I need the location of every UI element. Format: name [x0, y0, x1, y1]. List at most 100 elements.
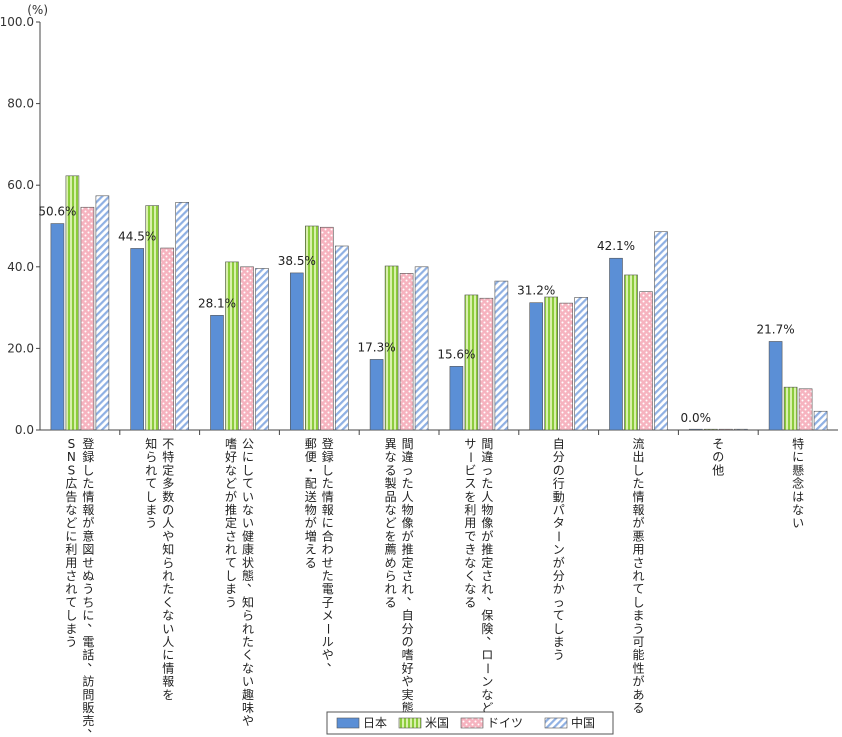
bar-中国 [175, 202, 189, 431]
svg-text:健: 健 [242, 529, 254, 543]
svg-text:た: た [402, 477, 414, 491]
svg-text:数: 数 [162, 489, 174, 504]
svg-text:な: な [481, 688, 493, 702]
svg-text:薦: 薦 [385, 543, 397, 557]
bar-日本 [688, 428, 703, 431]
svg-text:売: 売 [82, 713, 94, 728]
svg-text:パ: パ [553, 503, 565, 517]
svg-text:不: 不 [162, 437, 174, 451]
svg-text:る: る [385, 595, 397, 609]
svg-text:ち: ち [82, 595, 94, 609]
svg-text:の: の [553, 463, 565, 477]
svg-text:用: 用 [65, 556, 77, 570]
svg-text:メ: メ [322, 609, 334, 623]
svg-text:情: 情 [322, 490, 334, 504]
svg-text:報: 報 [162, 675, 174, 689]
svg-text:実: 実 [402, 687, 414, 702]
svg-text:が: が [305, 515, 317, 530]
svg-text:推: 推 [402, 543, 414, 557]
svg-text:が: が [632, 674, 644, 689]
svg-text:問: 問 [82, 688, 94, 702]
legend-swatch-ドイツ [460, 717, 484, 729]
bar-中国 [574, 297, 589, 431]
svg-text:く: く [162, 595, 174, 609]
data-label: 28.1% [198, 296, 236, 310]
svg-text:郵: 郵 [305, 437, 317, 451]
bar-中国 [654, 231, 668, 431]
svg-text:人: 人 [162, 635, 174, 649]
svg-text:情: 情 [632, 490, 644, 504]
legend-swatch-米国 [398, 717, 422, 729]
svg-text:に: に [792, 450, 804, 464]
svg-text:図: 図 [82, 543, 94, 557]
svg-text:報: 報 [632, 503, 644, 517]
svg-text:ー: ー [552, 530, 566, 542]
svg-text:し: し [82, 463, 94, 477]
data-label: 21.7% [757, 322, 795, 336]
svg-text:特: 特 [792, 436, 804, 451]
svg-text:な: な [464, 582, 476, 596]
svg-text:い: い [242, 516, 254, 530]
bar-ドイツ [559, 302, 574, 431]
data-label: 44.5% [118, 229, 156, 243]
legend-label: 米国 [425, 716, 449, 730]
svg-text:ど: ど [385, 516, 397, 530]
svg-text:う: う [632, 622, 644, 636]
svg-text:れ: れ [481, 582, 493, 596]
svg-text:自: 自 [402, 609, 414, 623]
svg-text:の: の [162, 503, 174, 517]
svg-text:に: に [322, 516, 334, 530]
bar-中国 [334, 245, 349, 431]
svg-text:な: な [65, 503, 77, 517]
svg-text:は: は [792, 490, 804, 504]
svg-text:・: ・ [305, 463, 317, 477]
svg-text:れ: れ [225, 543, 237, 557]
svg-text:ン: ン [481, 675, 493, 689]
bar-ドイツ [240, 266, 254, 431]
svg-text:ら: ら [145, 450, 157, 464]
legend: 日本 米国 ドイツ 中国 [326, 711, 614, 735]
bar-日本 [369, 359, 384, 431]
svg-text:が: が [225, 489, 237, 504]
svg-text:像: 像 [481, 516, 493, 530]
bar-ドイツ [479, 297, 494, 431]
svg-text:嗜: 嗜 [402, 648, 414, 662]
y-tick-label: 20.0 [7, 341, 34, 355]
svg-text:定: 定 [481, 555, 493, 570]
svg-text:か: か [553, 582, 565, 596]
svg-text:ー: ー [463, 451, 477, 463]
svg-text:保: 保 [481, 609, 493, 623]
svg-text:、: 、 [486, 628, 498, 642]
svg-text:サ: サ [464, 437, 476, 451]
data-label: 38.5% [278, 254, 316, 268]
svg-text:像: 像 [402, 516, 414, 530]
svg-text:て: て [242, 477, 254, 491]
svg-text:な: な [385, 450, 397, 464]
svg-text:訪: 訪 [82, 674, 94, 689]
svg-text:知: 知 [242, 595, 254, 609]
svg-text:や: や [242, 714, 254, 728]
svg-text:い: い [242, 490, 254, 504]
svg-text:に: に [162, 648, 174, 662]
svg-text:告: 告 [65, 490, 77, 504]
svg-text:っ: っ [481, 463, 493, 477]
svg-text:て: て [225, 556, 237, 570]
svg-text:康: 康 [242, 542, 254, 557]
svg-text:間: 間 [402, 437, 414, 451]
svg-text:ど: ど [225, 477, 237, 491]
bar-日本 [130, 248, 144, 431]
svg-text:、: 、 [87, 654, 99, 668]
svg-text:に: に [242, 450, 254, 464]
svg-text:う: う [145, 516, 157, 530]
svg-text:な: な [162, 609, 174, 623]
svg-text:に: に [82, 609, 94, 623]
svg-text:し: し [632, 595, 644, 609]
svg-text:話: 話 [82, 647, 94, 662]
bar-ドイツ [319, 226, 334, 431]
svg-text:間: 間 [481, 437, 493, 451]
svg-text:れ: れ [402, 582, 414, 596]
